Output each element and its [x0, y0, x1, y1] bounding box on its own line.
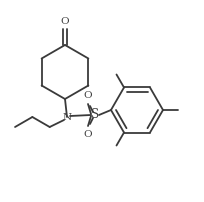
- Text: O: O: [61, 17, 69, 26]
- Text: S: S: [91, 108, 99, 121]
- Text: N: N: [62, 113, 72, 121]
- Text: O: O: [84, 91, 92, 100]
- Text: O: O: [84, 130, 92, 139]
